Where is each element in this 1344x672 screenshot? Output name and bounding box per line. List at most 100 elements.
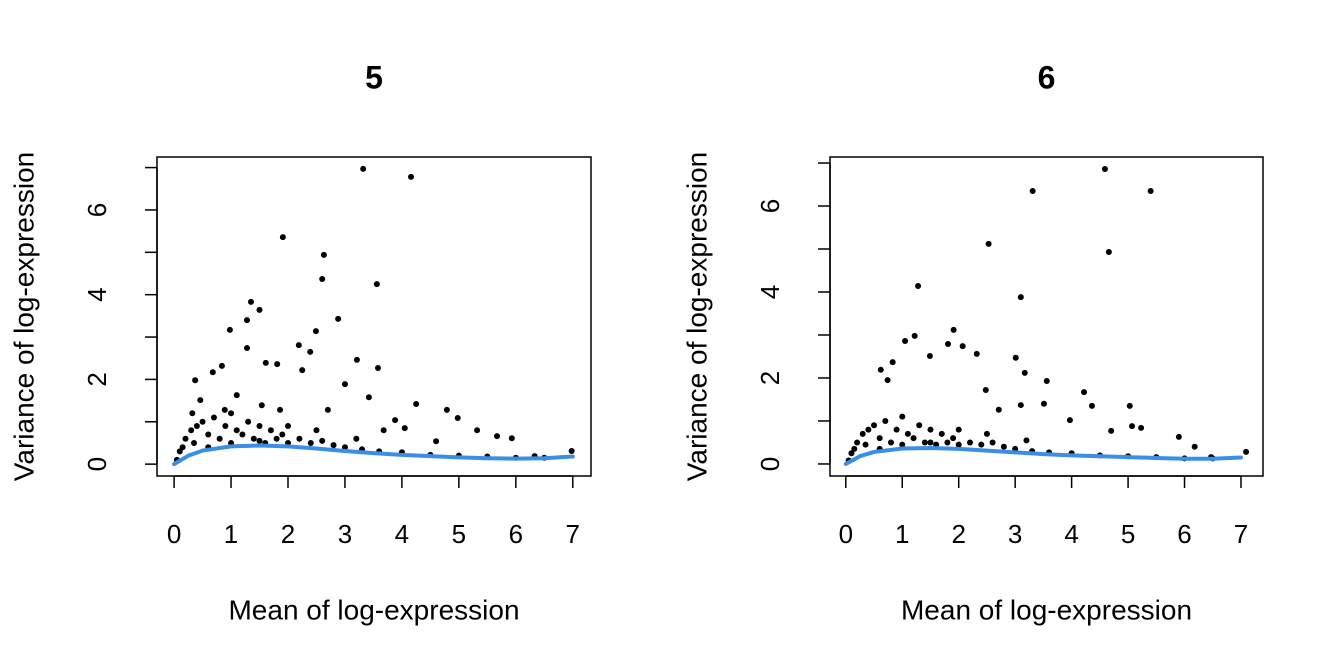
- data-point: [983, 430, 990, 437]
- data-point: [568, 448, 575, 455]
- data-point: [256, 437, 263, 444]
- data-point: [933, 441, 940, 448]
- x-axis-label: Mean of log-expression: [901, 594, 1192, 625]
- data-point: [365, 394, 372, 401]
- chart-title: 5: [365, 59, 383, 95]
- data-point: [353, 435, 360, 442]
- data-point: [1043, 377, 1050, 384]
- data-point: [1138, 424, 1145, 431]
- data-point: [320, 251, 327, 258]
- data-point: [341, 381, 348, 388]
- data-point: [433, 438, 440, 445]
- data-point: [927, 439, 934, 446]
- data-point: [1105, 249, 1112, 256]
- data-point: [258, 402, 265, 409]
- data-point: [927, 426, 934, 433]
- data-point: [911, 332, 918, 339]
- data-point: [243, 317, 250, 324]
- data-point: [859, 430, 866, 437]
- data-point: [959, 343, 966, 350]
- y-axis-label: Variance of log-expression: [681, 152, 712, 481]
- data-point: [854, 439, 861, 446]
- data-point: [944, 439, 951, 446]
- data-point: [1175, 433, 1182, 440]
- data-point: [882, 417, 889, 424]
- y-tick-label: 4: [755, 285, 785, 299]
- data-point: [877, 366, 884, 373]
- data-point: [1021, 369, 1028, 376]
- data-point: [312, 328, 319, 335]
- data-point: [955, 426, 962, 433]
- data-point: [955, 441, 962, 448]
- x-tick-label: 2: [281, 519, 295, 549]
- data-point: [871, 422, 878, 429]
- data-point: [910, 435, 917, 442]
- data-point: [228, 410, 235, 417]
- y-axis-label: Variance of log-expression: [8, 152, 39, 481]
- data-point: [995, 406, 1002, 413]
- data-point: [374, 364, 381, 371]
- y-tick-label: 2: [82, 372, 112, 386]
- data-point: [1040, 400, 1047, 407]
- data-point: [985, 240, 992, 247]
- data-point: [319, 437, 326, 444]
- data-point: [256, 423, 263, 430]
- y-tick-label: 0: [82, 457, 112, 471]
- data-point: [1147, 187, 1154, 194]
- data-point: [218, 362, 225, 369]
- data-point: [233, 392, 240, 399]
- data-point: [848, 450, 855, 457]
- data-point: [267, 427, 274, 434]
- data-point: [209, 369, 216, 376]
- x-tick-label: 1: [224, 519, 238, 549]
- data-point: [1017, 294, 1024, 301]
- x-tick-label: 0: [167, 519, 181, 549]
- x-tick-label: 3: [1008, 519, 1022, 549]
- data-point: [313, 427, 320, 434]
- x-tick-label: 3: [338, 519, 352, 549]
- data-point: [279, 431, 286, 438]
- data-point: [191, 439, 198, 446]
- data-point: [950, 326, 957, 333]
- data-point: [277, 406, 284, 413]
- data-point: [1129, 423, 1136, 430]
- data-point: [1108, 427, 1115, 434]
- x-tick-label: 7: [1234, 519, 1248, 549]
- data-point: [192, 377, 199, 384]
- data-point: [295, 342, 302, 349]
- data-point: [373, 281, 380, 288]
- data-point: [197, 397, 204, 404]
- data-point: [508, 435, 515, 442]
- data-point: [239, 431, 246, 438]
- x-tick-label: 5: [452, 519, 466, 549]
- data-point: [494, 433, 501, 440]
- data-point: [408, 173, 415, 180]
- data-point: [862, 441, 869, 448]
- data-point: [978, 441, 985, 448]
- data-point: [193, 423, 200, 430]
- data-point: [1066, 417, 1073, 424]
- data-point: [262, 359, 269, 366]
- data-point: [1191, 443, 1198, 450]
- data-point: [243, 345, 250, 352]
- trend-line: [172, 443, 575, 467]
- data-point: [216, 435, 223, 442]
- data-point: [296, 435, 303, 442]
- data-point: [1023, 437, 1030, 444]
- data-point: [307, 439, 314, 446]
- data-point: [926, 353, 933, 360]
- data-point: [474, 427, 481, 434]
- data-point: [1101, 166, 1108, 173]
- plot-box: [156, 156, 592, 477]
- data-point: [245, 418, 252, 425]
- x-tick-label: 7: [566, 519, 580, 549]
- y-tick-label: 6: [755, 199, 785, 213]
- y-tick-label: 2: [755, 371, 785, 385]
- data-point: [222, 423, 229, 430]
- data-point: [360, 165, 367, 172]
- x-tick-label: 6: [1177, 519, 1191, 549]
- data-point: [392, 417, 399, 424]
- data-point: [307, 348, 314, 355]
- data-point: [319, 276, 326, 283]
- data-point: [899, 441, 906, 448]
